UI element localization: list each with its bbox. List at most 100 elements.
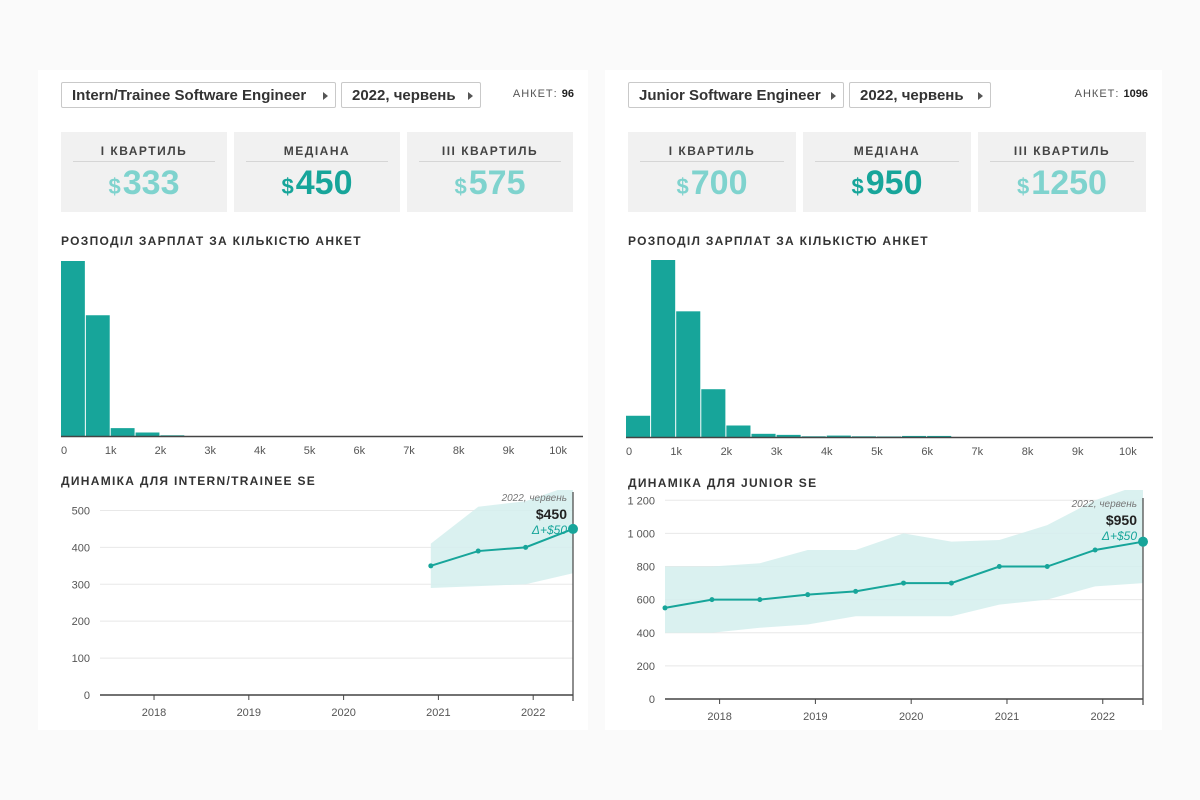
responses-count-label: АНКЕТ:	[512, 88, 558, 100]
histogram-bar	[876, 436, 902, 437]
histogram-bar	[927, 435, 952, 437]
y-tick-label: 0	[649, 694, 655, 706]
x-tick-label: 3k	[771, 446, 783, 458]
x-tick-label: 2019	[803, 711, 827, 723]
stat-median: МЕДІАНА $450	[234, 132, 400, 212]
trend-title: ДИНАМІКА ДЛЯ INTERN/TRAINEE SE	[61, 474, 317, 488]
caret-right-icon	[323, 92, 328, 100]
responses-count-value: 96	[561, 88, 574, 100]
median-point	[662, 605, 668, 611]
salary-trend-chart: 0 200 400 600 800 1 000 1 200 2018 2019 2020 2021 2…	[627, 490, 1148, 723]
annotation-value: $450	[536, 506, 567, 522]
role-selector-label: Junior Software Engineer	[639, 87, 821, 104]
stat-third-quartile: III КВАРТИЛЬ $1250	[978, 132, 1146, 212]
role-selector[interactable]: Intern/Trainee Software Engineer	[61, 82, 336, 108]
x-tick-label: 2020	[331, 707, 355, 719]
x-tick-label: 2022	[1091, 711, 1115, 723]
stat-label: МЕДІАНА	[815, 144, 959, 162]
stat-label: III КВАРТИЛЬ	[990, 144, 1134, 162]
median-point	[1044, 564, 1050, 570]
x-tick-label: 10k	[549, 445, 567, 457]
role-selector-label: Intern/Trainee Software Engineer	[72, 87, 307, 104]
y-tick-label: 300	[72, 579, 90, 591]
stats-row: I КВАРТИЛЬ $333 МЕДІАНА $450 III КВАРТИЛ…	[61, 132, 574, 214]
median-point	[475, 548, 481, 554]
y-tick-label: 500	[72, 505, 90, 517]
stat-label: III КВАРТИЛЬ	[419, 144, 561, 162]
caret-right-icon	[831, 92, 836, 100]
x-tick-label: 2018	[707, 711, 731, 723]
stat-number: 1250	[1031, 164, 1107, 202]
role-selector[interactable]: Junior Software Engineer	[628, 82, 844, 108]
x-tick-label: 6k	[353, 445, 365, 457]
x-tick-label: 2018	[142, 707, 166, 719]
stat-number: 700	[690, 164, 748, 202]
x-tick-label: 10k	[1119, 446, 1137, 458]
x-tick-label: 2021	[426, 707, 450, 719]
histogram-bar	[160, 435, 185, 436]
annotation-delta: Δ+$50	[1101, 529, 1137, 543]
x-tick-label: 2020	[899, 711, 923, 723]
stat-value: $450	[234, 164, 400, 203]
y-tick-label: 200	[72, 616, 90, 628]
annotation-delta: Δ+$50	[531, 523, 567, 537]
stat-label: I КВАРТИЛЬ	[640, 144, 784, 162]
histogram-bar	[701, 389, 726, 437]
x-tick-label: 2021	[995, 711, 1019, 723]
x-tick-label: 5k	[304, 445, 316, 457]
caret-right-icon	[468, 92, 473, 100]
histogram-bar	[61, 261, 85, 436]
salary-panel-intern: Intern/Trainee Software Engineer 2022, ч…	[38, 70, 588, 730]
stat-label: I КВАРТИЛЬ	[73, 144, 215, 162]
x-tick-label: 4k	[254, 445, 266, 457]
stat-value: $950	[803, 164, 971, 203]
x-tick-label: 6k	[921, 446, 933, 458]
x-tick-label: 7k	[403, 445, 415, 457]
stats-row: I КВАРТИЛЬ $700 МЕДІАНА $950 III КВАРТИЛ…	[628, 132, 1148, 214]
currency-sign: $	[281, 174, 294, 199]
trend-title: ДИНАМІКА ДЛЯ JUNIOR SE	[628, 476, 818, 490]
salary-histogram: 0 1k 2k 3k 4k 5k 6k 7k 8k 9k 10k	[626, 260, 1153, 458]
stat-third-quartile: III КВАРТИЛЬ $575	[407, 132, 573, 212]
current-median-point	[568, 523, 578, 534]
panel-header: Junior Software Engineer 2022, червень А…	[628, 82, 1148, 110]
histogram-bar	[776, 434, 801, 437]
median-line	[430, 527, 574, 567]
x-tick-label: 4k	[821, 446, 833, 458]
currency-sign: $	[454, 174, 467, 199]
y-tick-label: 600	[637, 595, 655, 607]
x-tick-label: 9k	[503, 445, 515, 457]
y-tick-label: 0	[84, 690, 90, 702]
histogram-title: РОЗПОДІЛ ЗАРПЛАТ ЗА КІЛЬКІСТЮ АНКЕТ	[628, 234, 929, 248]
y-tick-label: 400	[72, 542, 90, 554]
caret-right-icon	[978, 92, 983, 100]
median-point	[709, 597, 715, 603]
histogram-bar	[626, 415, 651, 437]
x-tick-label: 7k	[972, 446, 984, 458]
period-selector-label: 2022, червень	[860, 87, 964, 104]
salary-trend-chart: 0 100 200 300 400 500 2018 2019 2020 2021 2022 2022…	[72, 490, 578, 719]
stat-number: 950	[865, 164, 923, 202]
x-tick-label: 0	[626, 446, 632, 458]
annotation-period: 2022, червень	[501, 493, 567, 504]
x-tick-label: 1k	[105, 445, 117, 457]
stat-median: МЕДІАНА $950	[803, 132, 971, 212]
interquartile-band	[665, 490, 1143, 633]
currency-sign: $	[108, 174, 121, 199]
median-point	[1092, 547, 1098, 553]
x-tick-label: 8k	[1022, 446, 1034, 458]
y-tick-label: 100	[72, 653, 90, 665]
y-tick-label: 200	[637, 661, 655, 673]
currency-sign: $	[851, 174, 864, 199]
median-point	[757, 597, 763, 603]
histogram-bar	[651, 260, 676, 437]
x-tick-label: 5k	[871, 446, 883, 458]
stat-number: 575	[468, 164, 526, 202]
period-selector[interactable]: 2022, червень	[849, 82, 991, 108]
histogram-bar	[85, 315, 110, 436]
x-tick-label: 2019	[237, 707, 261, 719]
stat-first-quartile: I КВАРТИЛЬ $333	[61, 132, 227, 212]
stat-label: МЕДІАНА	[246, 144, 388, 162]
period-selector[interactable]: 2022, червень	[341, 82, 481, 108]
x-tick-label: 0	[61, 445, 67, 457]
